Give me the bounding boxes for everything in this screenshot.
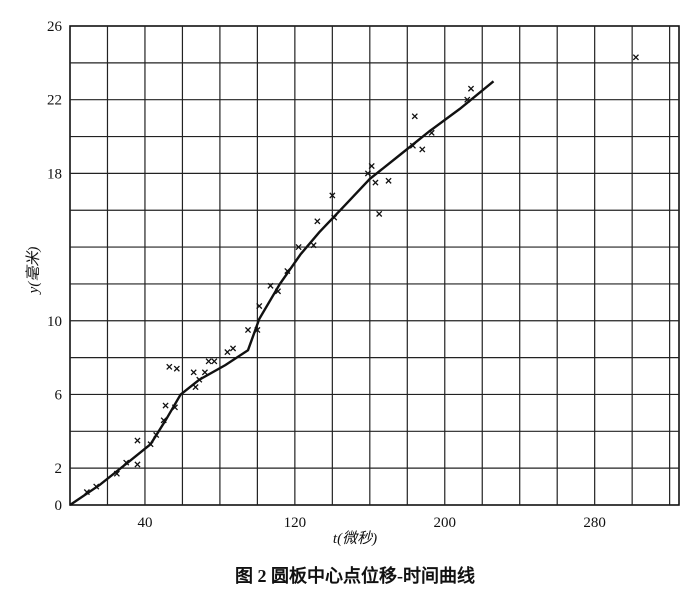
data-point — [274, 288, 282, 295]
data-point — [190, 369, 197, 376]
data-point — [295, 244, 302, 251]
data-point — [113, 470, 120, 477]
data-point — [205, 358, 212, 365]
data-point — [409, 142, 416, 149]
x-axis-label: t(微秒) — [333, 530, 377, 547]
data-point — [411, 113, 418, 120]
y-tick-label: 26 — [47, 19, 63, 35]
data-point — [201, 369, 208, 376]
data-point — [314, 218, 321, 225]
y-tick-label: 6 — [55, 387, 63, 403]
data-point — [196, 376, 203, 383]
y-tick-label: 18 — [47, 166, 62, 182]
data-point — [284, 267, 291, 275]
data-point — [368, 162, 375, 170]
data-point — [162, 402, 169, 409]
data-point — [256, 302, 263, 310]
data-point — [171, 404, 178, 411]
x-tick-label: 280 — [583, 515, 606, 531]
data-point — [428, 129, 435, 136]
fit-curve — [69, 80, 495, 506]
data-point — [173, 365, 180, 372]
chart-title: 图 2 圆板中心点位移-时间曲线 — [235, 565, 475, 586]
data-point — [93, 483, 100, 490]
data-point — [153, 431, 160, 439]
data-point — [211, 358, 218, 365]
data-point — [329, 192, 336, 199]
y-axis-label: y(毫米) — [25, 247, 42, 296]
data-point — [464, 96, 471, 103]
data-point — [310, 242, 317, 249]
data-point — [419, 146, 426, 153]
data-point — [192, 384, 199, 391]
data-point — [467, 85, 475, 92]
data-point — [123, 459, 130, 466]
data-point — [229, 345, 237, 352]
y-tick-label: 10 — [47, 314, 62, 330]
data-point — [331, 214, 338, 221]
x-tick-label: 200 — [434, 515, 457, 531]
data-point — [254, 326, 261, 334]
plot-frame — [69, 25, 680, 506]
y-tick-label: 0 — [55, 498, 63, 514]
data-point — [364, 170, 372, 177]
data-point — [372, 179, 379, 186]
y-tick-label: 22 — [47, 93, 62, 109]
x-tick-label: 120 — [284, 515, 307, 531]
data-point — [267, 282, 274, 289]
data-point — [134, 461, 141, 468]
data-point — [166, 363, 173, 370]
data-point — [224, 349, 231, 356]
y-tick-label: 2 — [55, 461, 63, 477]
data-point — [376, 210, 383, 217]
data-point — [147, 441, 154, 448]
data-point — [385, 177, 392, 184]
data-point — [83, 489, 90, 496]
data-point — [632, 54, 639, 61]
data-point — [244, 326, 252, 334]
x-tick-label: 40 — [137, 515, 152, 531]
data-point — [160, 417, 167, 424]
data-point — [134, 437, 141, 444]
